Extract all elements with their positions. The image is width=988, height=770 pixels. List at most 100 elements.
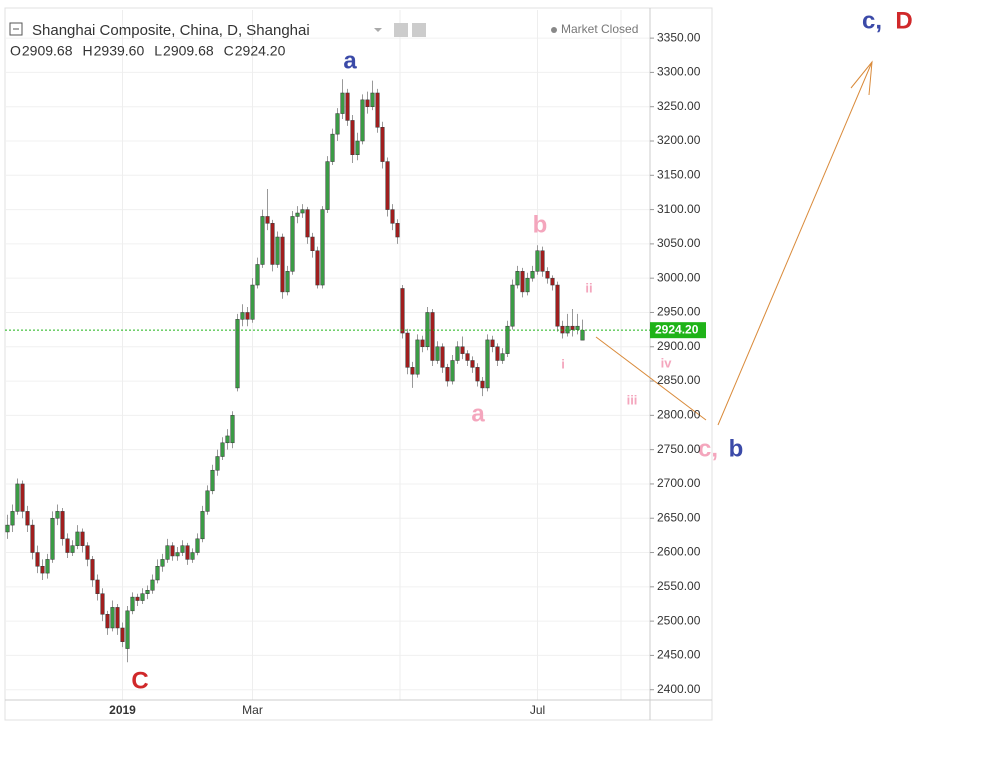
candle-body <box>125 610 130 649</box>
collapse-icon[interactable] <box>9 22 23 36</box>
y-tick-label: 2750.00 <box>657 442 701 456</box>
plot <box>5 79 650 663</box>
candle-body <box>70 545 75 553</box>
y-tick-label: 2450.00 <box>657 648 701 662</box>
candle-body <box>400 288 405 334</box>
x-tick-label: Jul <box>530 703 545 717</box>
ohlc-value: 2909.68 <box>22 43 73 59</box>
candle-body <box>25 511 30 526</box>
candle-body <box>465 353 470 361</box>
candle-body <box>265 216 270 224</box>
candle-body <box>530 271 535 279</box>
candle-body <box>40 566 45 574</box>
candle-body <box>120 627 125 642</box>
candle-body <box>175 552 180 557</box>
candle-body <box>560 325 565 334</box>
y-tick-label: 2650.00 <box>657 510 701 524</box>
y-tick-label: 3350.00 <box>657 30 701 44</box>
candle-body <box>80 531 85 546</box>
candle-body <box>350 120 355 155</box>
wave-label: c, <box>862 7 882 34</box>
ohlc-letter: C <box>224 43 234 59</box>
candle-body <box>345 92 350 121</box>
candle-body <box>420 339 425 348</box>
candle-body <box>380 127 385 162</box>
dropdown-icon[interactable] <box>374 28 382 32</box>
candle-body <box>370 92 375 107</box>
candle-body <box>270 223 275 265</box>
candle-body <box>325 161 330 210</box>
candle-body <box>10 511 15 526</box>
candle-body <box>115 607 120 629</box>
candle-body <box>285 271 290 293</box>
y-tick-label: 2600.00 <box>657 545 701 559</box>
candle-body <box>340 92 345 114</box>
candle-body <box>520 271 525 293</box>
candle-body <box>310 236 315 251</box>
candle-body <box>405 332 410 368</box>
candle-body <box>445 367 450 382</box>
wave-label: b <box>729 435 744 462</box>
candle-body <box>385 161 390 210</box>
settings-icon[interactable] <box>412 23 426 37</box>
candle-body <box>525 277 530 293</box>
candle-body <box>555 284 560 327</box>
chart-title: Shanghai Composite, China, D, Shanghai <box>32 22 310 39</box>
y-tick-label: 3050.00 <box>657 236 701 250</box>
candle-body <box>130 596 135 612</box>
candle-body <box>365 99 370 107</box>
candle-body <box>230 415 235 444</box>
candle-body <box>495 346 500 361</box>
settings-icon[interactable] <box>394 23 408 37</box>
candle-body <box>575 325 580 330</box>
candle-body <box>170 545 175 557</box>
y-tick-label: 3150.00 <box>657 167 701 181</box>
status-dot <box>551 27 557 33</box>
candle-body <box>570 325 575 330</box>
candle-body <box>475 367 480 382</box>
candle-body <box>515 271 520 286</box>
candle-body <box>150 579 155 591</box>
last-price-label: 2924.20 <box>655 322 699 336</box>
candle-body <box>470 360 475 368</box>
candle-body <box>260 216 265 265</box>
candle-body <box>165 545 170 560</box>
wave-label: c, <box>698 435 718 462</box>
y-tick-label: 2550.00 <box>657 579 701 593</box>
candle-body <box>50 517 55 560</box>
candle-body <box>100 593 105 615</box>
candle-body <box>235 319 240 389</box>
y-tick-label: 2800.00 <box>657 408 701 422</box>
candle-body <box>110 607 115 629</box>
y-tick-label: 2950.00 <box>657 305 701 319</box>
candle-body <box>105 614 110 629</box>
ohlc-legend: O 2909.68 H 2939.60 L 2909.68 C 2924.20 <box>10 43 286 59</box>
candle-body <box>580 329 585 341</box>
candle-body <box>535 250 540 272</box>
candle-body <box>390 209 395 224</box>
candle-body <box>565 325 570 334</box>
candle-body <box>30 524 35 553</box>
candle-body <box>335 113 340 135</box>
ohlc-value: 2924.20 <box>235 43 286 59</box>
wave-label: ii <box>585 280 592 295</box>
candle-body <box>65 538 70 553</box>
y-tick-label: 2500.00 <box>657 613 701 627</box>
candle-body <box>395 223 400 238</box>
wave-label: b <box>533 211 548 238</box>
candle-body <box>425 312 430 348</box>
candle-body <box>330 133 335 162</box>
candle-body <box>455 346 460 361</box>
candle-body <box>190 552 195 560</box>
candle-body <box>550 277 555 286</box>
candle-body <box>450 360 455 382</box>
candle-body <box>185 545 190 560</box>
wave-label: iii <box>627 392 638 407</box>
candle-body <box>95 579 100 594</box>
candle-body <box>315 250 320 286</box>
candle-body <box>355 140 360 155</box>
candle-body <box>215 456 220 471</box>
candle-body <box>55 511 60 519</box>
